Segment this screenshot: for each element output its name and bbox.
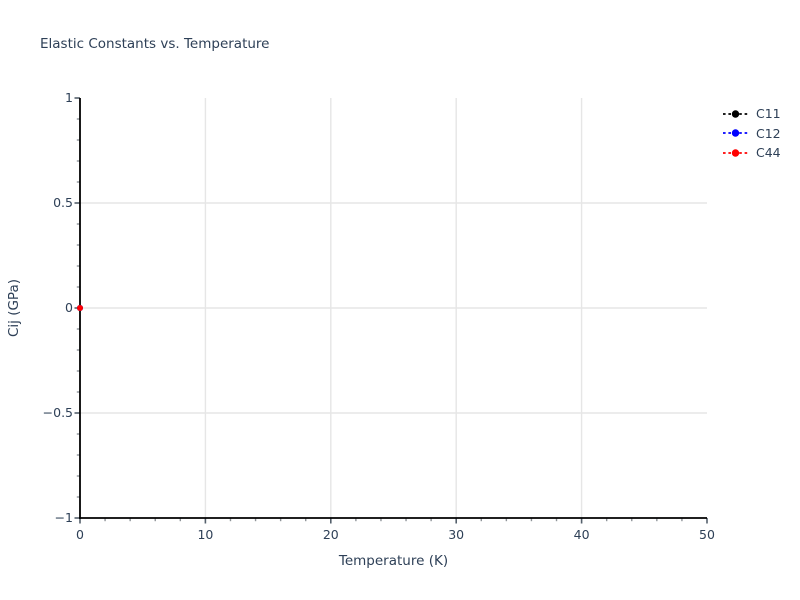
legend-item-c11: C11 (722, 104, 781, 124)
legend-label: C12 (756, 125, 781, 141)
y-tick-label: −1 (54, 510, 73, 525)
x-axis-title: Temperature (K) (338, 553, 449, 569)
legend: C11 C12 C44 (722, 104, 781, 163)
x-tick-label: 20 (322, 527, 339, 542)
y-axis-title: Cij (GPa) (6, 278, 22, 338)
legend-marker-dot (731, 110, 740, 118)
c12-legend-swatch (723, 129, 748, 137)
y-tick-label: −0.5 (42, 405, 73, 420)
chart-title: Elastic Constants vs. Temperature (40, 36, 270, 52)
y-tick-label: 0 (65, 300, 73, 315)
legend-marker-dot (731, 129, 740, 137)
legend-item-c44: C44 (722, 143, 781, 163)
y-tick-label: 0.5 (53, 195, 73, 210)
c44-legend-swatch (723, 149, 748, 157)
x-tick-label: 30 (448, 527, 465, 542)
c11-legend-swatch (723, 110, 748, 118)
y-tick-label: 1 (65, 90, 73, 105)
c44-marker (77, 305, 83, 311)
x-tick-label: 50 (699, 527, 715, 542)
legend-label: C11 (756, 106, 781, 122)
x-tick-label: 40 (573, 527, 590, 542)
x-tick-label: 10 (197, 527, 214, 542)
x-tick-label: 0 (76, 527, 84, 542)
legend-label: C44 (756, 145, 781, 161)
legend-item-c12: C12 (722, 124, 781, 144)
legend-marker-dot (731, 149, 740, 157)
